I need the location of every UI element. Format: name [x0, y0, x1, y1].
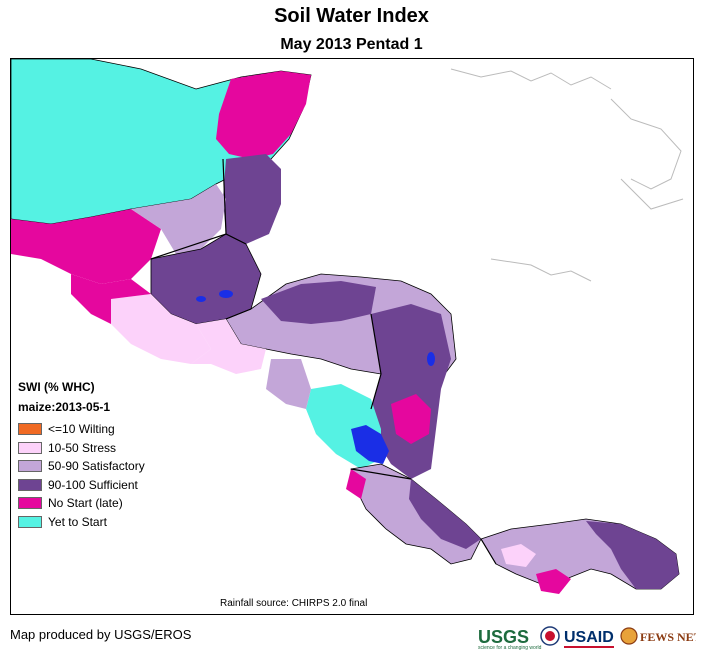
southern-region: [346, 464, 679, 594]
sufficient-zone-yucatan: [223, 154, 281, 244]
legend-label: Yet to Start: [48, 515, 107, 529]
usgs-tagline: science for a changing world: [478, 645, 541, 651]
legend-item-yet-to-start: Yet to Start: [18, 513, 198, 532]
legend-label: No Start (late): [48, 496, 123, 510]
lake-atitlan: [196, 296, 206, 302]
legend-swatch: [18, 516, 42, 528]
legend-swatch: [18, 423, 42, 435]
legend-swatch: [18, 479, 42, 491]
satisfactory-zone-costarica: [351, 464, 481, 564]
caribbean-lagoon: [427, 352, 435, 366]
yucatan-region: [11, 59, 311, 284]
legend-swatch: [18, 460, 42, 472]
legend-item-no-start: No Start (late): [18, 494, 198, 513]
caribbean-islands: [451, 69, 683, 281]
map-subtitle: May 2013 Pentad 1: [0, 36, 703, 54]
legend-heading: SWI (% WHC): [18, 380, 198, 394]
logo-strip: USGS science for a changing world USAID …: [478, 622, 698, 654]
legend-item-sufficient: 90-100 Sufficient: [18, 476, 198, 495]
fews-net-logo: FEWS NET: [620, 622, 696, 654]
map-credit: Map produced by USGS/EROS: [10, 627, 191, 642]
usgs-logo: USGS science for a changing world: [478, 622, 536, 654]
map-frame: [10, 58, 694, 615]
legend-crop-date: maize:2013-05-1: [18, 400, 198, 414]
legend-label: 90-100 Sufficient: [48, 478, 138, 492]
legend-item-wilting: <=10 Wilting: [18, 420, 198, 439]
no-start-zone-yucatan: [216, 71, 311, 159]
legend: SWI (% WHC) maize:2013-05-1 <=10 Wilting…: [18, 380, 198, 531]
legend-label: <=10 Wilting: [48, 422, 115, 436]
usaid-logo: USAID: [564, 622, 616, 654]
lake-izabal: [219, 290, 233, 298]
legend-label: 10-50 Stress: [48, 441, 116, 455]
usaid-seal-icon: [540, 622, 560, 654]
legend-label: 50-90 Satisfactory: [48, 459, 145, 473]
legend-item-stress: 10-50 Stress: [18, 439, 198, 458]
satisfactory-zone-nicaragua: [266, 359, 311, 409]
usaid-logo-text: USAID: [564, 629, 614, 646]
fews-net-logo-text: FEWS NET: [640, 630, 696, 644]
map-title: Soil Water Index: [0, 5, 703, 28]
legend-item-satisfactory: 50-90 Satisfactory: [18, 457, 198, 476]
legend-swatch: [18, 497, 42, 509]
rainfall-source-note: Rainfall source: CHIRPS 2.0 final: [220, 598, 367, 609]
legend-swatch: [18, 442, 42, 454]
